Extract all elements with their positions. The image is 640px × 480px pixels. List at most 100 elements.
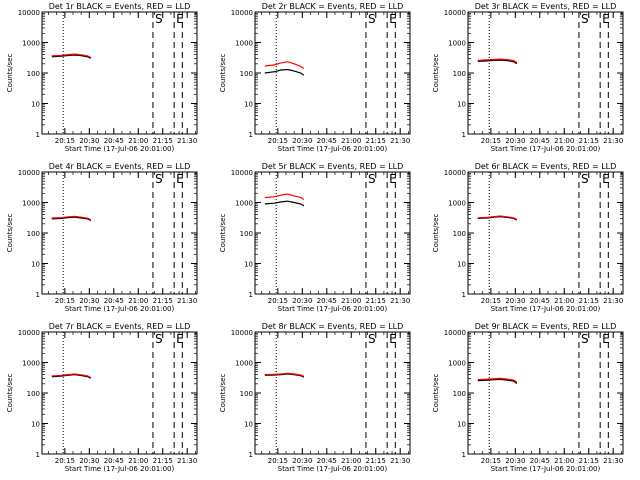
marker-label-e: E <box>176 172 184 186</box>
series-lld-line <box>264 372 305 377</box>
x-tick-label: 21:30 <box>603 297 623 305</box>
series-lld-line <box>264 193 305 201</box>
x-tick-label: 20:30 <box>505 297 525 305</box>
x-tick-label: 20:45 <box>530 457 550 465</box>
y-tick-label: 10 <box>31 261 40 269</box>
x-tick-label: 21:00 <box>128 457 148 465</box>
y-axis-label: Counts/sec <box>6 374 14 413</box>
y-tick-label: 10 <box>457 101 466 109</box>
x-tick-label: 20:45 <box>317 297 337 305</box>
y-tick-label: 100 <box>27 390 40 398</box>
y-tick-label: 10000 <box>231 329 253 337</box>
y-tick-label: 100 <box>453 390 466 398</box>
chart-title: Det 3r BLACK = Events, RED = LLD <box>475 2 617 11</box>
detector-panel-6: Det 6r BLACK = Events, RED = LLD 1 10 100 10… <box>432 162 624 313</box>
series-events-line <box>477 378 518 384</box>
marker-label-s: S <box>155 12 163 26</box>
x-tick-label: 21:30 <box>177 457 197 465</box>
y-tick-label: 1 <box>462 451 466 459</box>
marker-label-e: E <box>602 332 610 346</box>
y-tick-label: 10 <box>31 421 40 429</box>
chart-title: Det 1r BLACK = Events, RED = LLD <box>49 2 191 11</box>
x-tick-label: 20:15 <box>268 297 288 305</box>
detector-panel-7: Det 7r BLACK = Events, RED = LLD 1 10 100 10… <box>6 322 198 473</box>
x-tick-label: 21:15 <box>153 137 173 145</box>
x-tick-label: 21:30 <box>177 297 197 305</box>
chart-title: Det 2r BLACK = Events, RED = LLD <box>262 2 404 11</box>
y-tick-label: 1000 <box>235 200 253 208</box>
y-tick-label: 100 <box>27 230 40 238</box>
marker-label-e: E <box>389 172 397 186</box>
detector-panel-8: Det 8r BLACK = Events, RED = LLD 1 10 100 10… <box>219 322 411 473</box>
y-tick-label: 10 <box>244 101 253 109</box>
series-lld-line <box>477 215 518 220</box>
series-lld-line <box>477 58 518 64</box>
x-tick-label: 20:30 <box>292 297 312 305</box>
x-tick-label: 20:45 <box>104 297 124 305</box>
chart-title: Det 4r BLACK = Events, RED = LLD <box>49 162 191 171</box>
x-tick-label: 20:15 <box>55 297 75 305</box>
y-axis-label: Counts/sec <box>219 374 227 413</box>
x-tick-label: 21:15 <box>579 297 599 305</box>
x-tick-label: 20:15 <box>481 457 501 465</box>
y-tick-label: 10000 <box>444 9 466 17</box>
x-tick-label: 20:30 <box>79 297 99 305</box>
detector-panel-1: Det 1r BLACK = Events, RED = LLD 1 10 100 10… <box>6 2 198 153</box>
x-tick-label: 20:45 <box>104 137 124 145</box>
detector-panel-5: Det 5r BLACK = Events, RED = LLD 1 10 100 10… <box>219 162 411 313</box>
y-tick-label: 1 <box>249 131 253 139</box>
marker-label-s: S <box>368 172 376 186</box>
x-axis-label: Start Time (17-Jul-06 20:01:00) <box>491 145 601 153</box>
y-tick-label: 1 <box>36 131 40 139</box>
x-tick-label: 20:45 <box>530 137 550 145</box>
x-axis-label: Start Time (17-Jul-06 20:01:00) <box>65 145 175 153</box>
x-axis-label: Start Time (17-Jul-06 20:01:00) <box>65 305 175 313</box>
x-axis-label: Start Time (17-Jul-06 20:01:00) <box>278 145 388 153</box>
y-axis-label: Counts/sec <box>219 54 227 93</box>
x-tick-label: 21:00 <box>341 137 361 145</box>
x-tick-label: 21:00 <box>554 297 574 305</box>
x-tick-label: 20:15 <box>55 457 75 465</box>
y-tick-label: 1 <box>36 291 40 299</box>
marker-label-e: E <box>176 332 184 346</box>
marker-label-e: E <box>389 332 397 346</box>
x-tick-label: 21:15 <box>153 457 173 465</box>
series-lld-line <box>51 215 92 221</box>
x-axis-label: Start Time (17-Jul-06 20:01:00) <box>65 465 175 473</box>
x-axis-label: Start Time (17-Jul-06 20:01:00) <box>278 305 388 313</box>
x-tick-label: 20:30 <box>505 457 525 465</box>
y-tick-label: 10000 <box>18 9 40 17</box>
y-tick-label: 100 <box>453 230 466 238</box>
x-tick-label: 21:00 <box>341 297 361 305</box>
y-tick-label: 1000 <box>235 40 253 48</box>
series-events-line <box>264 68 305 76</box>
y-tick-label: 10000 <box>18 329 40 337</box>
y-tick-label: 10000 <box>231 9 253 17</box>
x-tick-label: 21:30 <box>603 457 623 465</box>
x-tick-label: 21:15 <box>366 137 386 145</box>
y-axis-label: Counts/sec <box>432 374 440 413</box>
y-axis-label: Counts/sec <box>219 214 227 253</box>
y-tick-label: 100 <box>240 70 253 78</box>
y-tick-label: 10000 <box>444 169 466 177</box>
marker-label-s: S <box>368 12 376 26</box>
x-axis-label: Start Time (17-Jul-06 20:01:00) <box>491 465 601 473</box>
y-tick-label: 1000 <box>448 200 466 208</box>
y-tick-label: 100 <box>27 70 40 78</box>
chart-title: Det 8r BLACK = Events, RED = LLD <box>262 322 404 331</box>
detector-panel-3: Det 3r BLACK = Events, RED = LLD 1 10 100 10… <box>432 2 624 153</box>
marker-label-e: E <box>602 172 610 186</box>
marker-label-s: S <box>581 172 589 186</box>
x-axis-label: Start Time (17-Jul-06 20:01:00) <box>491 305 601 313</box>
x-tick-label: 20:30 <box>292 137 312 145</box>
x-tick-label: 20:30 <box>79 457 99 465</box>
x-tick-label: 20:45 <box>317 457 337 465</box>
y-tick-label: 1 <box>249 291 253 299</box>
y-tick-label: 1 <box>462 291 466 299</box>
x-tick-label: 20:30 <box>79 137 99 145</box>
x-tick-label: 20:45 <box>530 297 550 305</box>
x-tick-label: 21:30 <box>390 457 410 465</box>
series-lld-line <box>264 61 305 70</box>
x-tick-label: 21:00 <box>554 137 574 145</box>
detector-panel-2: Det 2r BLACK = Events, RED = LLD 1 10 100 10… <box>219 2 411 153</box>
